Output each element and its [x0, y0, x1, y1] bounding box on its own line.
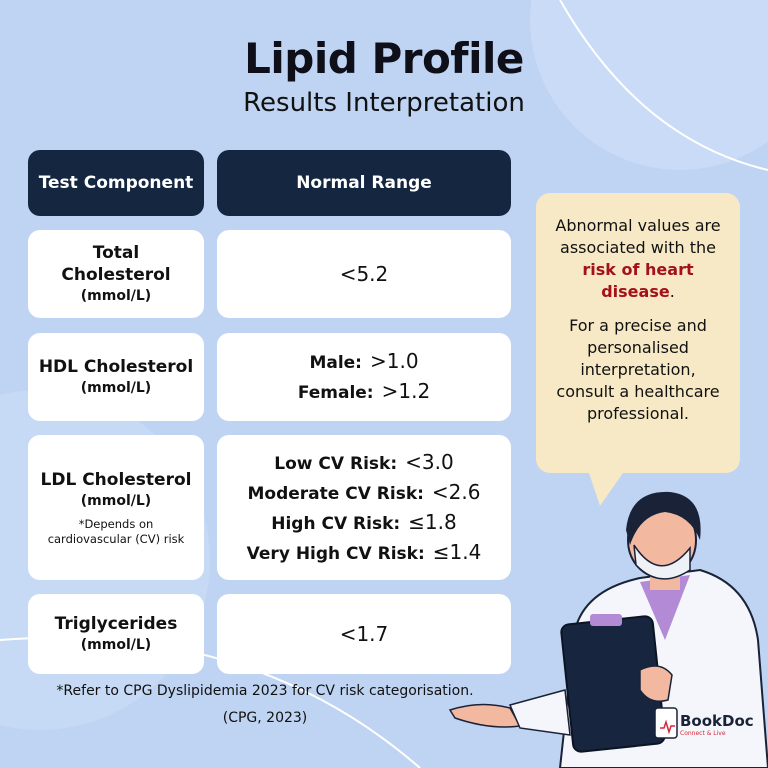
highlight: risk of heart disease — [582, 260, 694, 301]
range-label: Moderate CV Risk: — [247, 483, 424, 504]
unit: (mmol/L) — [80, 492, 152, 509]
logo-tagline: Connect & Live — [680, 730, 726, 737]
bubble-text: Abnormal values are associated with the … — [550, 215, 726, 303]
component-cell: LDL Cholesterol (mmol/L) *Depends on cardi… — [28, 435, 204, 580]
range-value: ≤1.4 — [432, 539, 482, 564]
range-label: Low CV Risk: — [274, 453, 398, 474]
range-cell: Low CV Risk: <3.0 Moderate CV Risk: <2.6 Hig… — [217, 435, 511, 580]
footnote: (CPG, 2023) — [222, 710, 308, 726]
text: . — [669, 282, 675, 301]
logo-name: BookDoc — [680, 712, 754, 730]
range-line: Female: >1.2 — [298, 377, 430, 407]
bubble-tail — [588, 470, 625, 506]
doctor-illustration — [448, 491, 768, 768]
unit: (mmol/L) — [80, 288, 152, 304]
component-name: HDL Cholesterol — [38, 357, 194, 377]
text: Abnormal values are associated with the — [555, 216, 721, 257]
column-header: Normal Range — [217, 150, 511, 216]
range-line: Low CV Risk: <3.0 — [274, 448, 453, 478]
component-name: Triglycerides — [54, 614, 178, 634]
range-value: ≤1.8 — [408, 509, 457, 534]
note: *Depends on cardiovascular (CV) risk — [47, 516, 185, 546]
bg-blob — [530, 0, 768, 170]
range-line: Very High CV Risk: ≤1.4 — [247, 538, 482, 568]
component-cell: Total Cholesterol (mmol/L) — [28, 230, 204, 318]
range-value: <3.0 — [405, 449, 454, 474]
logo: BookDoc Connect & Live — [680, 712, 754, 737]
unit: (mmol/L) — [80, 380, 152, 396]
range-cell: Male: >1.0 Female: >1.2 — [217, 333, 511, 421]
range-value: <2.6 — [431, 479, 481, 504]
range-value: <5.2 — [339, 262, 389, 286]
title: Lipid Profile — [244, 34, 524, 83]
column-header: Test Component — [28, 150, 204, 216]
range-value: >1.2 — [381, 379, 431, 403]
bubble-text: For a precise and personalised interpret… — [556, 316, 720, 423]
range-cell: <5.2 — [217, 230, 511, 318]
range-label: High CV Risk: — [271, 513, 401, 534]
range-label: Very High CV Risk: — [246, 543, 425, 564]
unit: (mmol/L) — [80, 637, 152, 653]
logo-icon — [654, 707, 678, 739]
speech-bubble: Abnormal values are associated with the … — [536, 193, 740, 473]
range-label: Male: — [309, 353, 362, 373]
range-value: <1.7 — [339, 622, 389, 646]
subtitle: Results Interpretation — [243, 88, 525, 118]
footnote: *Refer to CPG Dyslipidemia 2023 for CV r… — [56, 683, 474, 699]
component-name: Total Cholesterol — [61, 243, 171, 285]
component-cell: HDL Cholesterol (mmol/L) — [28, 333, 204, 421]
component-cell: Triglycerides (mmol/L) — [28, 594, 204, 674]
range-cell: <1.7 — [217, 594, 511, 674]
component-name: LDL Cholesterol — [40, 469, 192, 490]
range-value: >1.0 — [369, 349, 419, 373]
bg-curve — [559, 0, 768, 171]
range-line: Male: >1.0 — [309, 347, 418, 377]
range-line: High CV Risk: ≤1.8 — [271, 508, 457, 538]
range-line: Moderate CV Risk: <2.6 — [248, 478, 481, 508]
range-line: <5.2 — [340, 260, 389, 288]
range-line: <1.7 — [340, 620, 389, 648]
range-label: Female: — [297, 383, 374, 403]
